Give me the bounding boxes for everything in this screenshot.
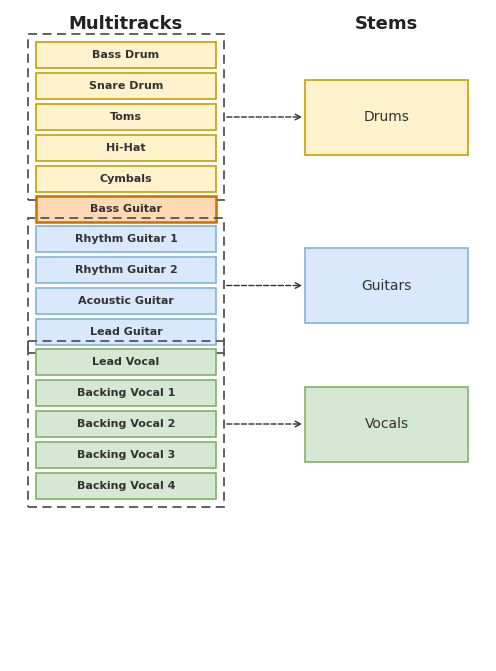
Bar <box>36 319 216 345</box>
Text: Guitars: Guitars <box>361 278 412 293</box>
Bar <box>36 135 216 161</box>
Bar <box>36 288 216 314</box>
Text: Acoustic Guitar: Acoustic Guitar <box>78 296 174 306</box>
Text: Rhythm Guitar 1: Rhythm Guitar 1 <box>74 234 178 244</box>
Bar <box>36 166 216 192</box>
Text: Rhythm Guitar 2: Rhythm Guitar 2 <box>74 265 178 275</box>
Bar <box>36 349 216 375</box>
Text: Toms: Toms <box>110 112 142 122</box>
Bar <box>28 34 224 200</box>
Text: Vocals: Vocals <box>365 417 409 431</box>
Text: Multitracks: Multitracks <box>69 15 183 33</box>
Text: Snare Drum: Snare Drum <box>89 81 163 91</box>
Bar <box>305 248 468 323</box>
Bar <box>36 473 216 499</box>
Text: Hi-Hat: Hi-Hat <box>106 143 146 153</box>
Text: Bass Drum: Bass Drum <box>92 50 160 60</box>
Bar <box>36 442 216 468</box>
Bar <box>36 411 216 437</box>
Bar <box>36 42 216 68</box>
Text: Lead Guitar: Lead Guitar <box>90 327 162 337</box>
Bar <box>36 226 216 252</box>
Bar <box>36 257 216 283</box>
Text: Backing Vocal 4: Backing Vocal 4 <box>77 481 175 491</box>
Bar <box>36 104 216 130</box>
Text: Backing Vocal 1: Backing Vocal 1 <box>77 388 175 398</box>
Bar <box>36 196 216 222</box>
Text: Bass Guitar: Bass Guitar <box>90 204 162 214</box>
Text: Drums: Drums <box>364 110 409 124</box>
Text: Stems: Stems <box>355 15 418 33</box>
Text: Backing Vocal 3: Backing Vocal 3 <box>77 450 175 460</box>
Text: Cymbals: Cymbals <box>100 174 152 184</box>
Bar <box>28 218 224 353</box>
Bar <box>36 380 216 406</box>
Text: Lead Vocal: Lead Vocal <box>92 357 160 367</box>
Text: Backing Vocal 2: Backing Vocal 2 <box>77 419 175 429</box>
Bar <box>305 386 468 462</box>
Bar <box>305 79 468 154</box>
Bar <box>36 73 216 99</box>
Bar <box>28 341 224 507</box>
